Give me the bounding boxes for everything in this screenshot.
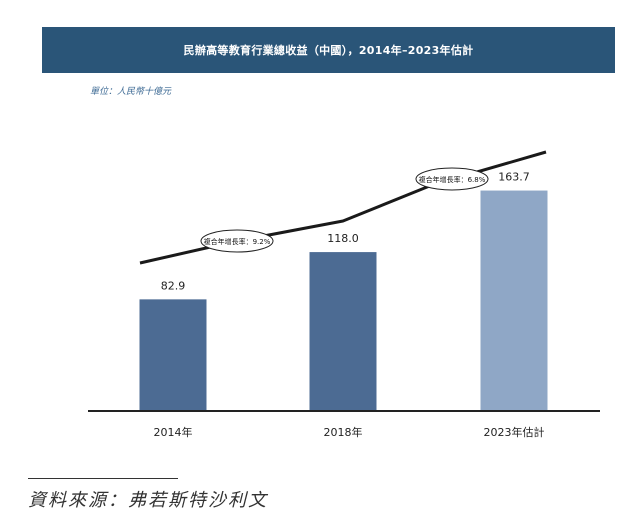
bar-value-label: 163.7: [498, 171, 530, 184]
cagr-annotation: 複合年增長率：9.2%: [200, 229, 274, 253]
bar-3: [480, 190, 548, 411]
cagr-annotation: 複合年增長率：6.8%: [415, 167, 489, 191]
source-divider: [28, 478, 178, 479]
source-note: 資料來源：弗若斯特沙利文: [28, 490, 268, 511]
chart-title: 民辦高等教育行業總收益（中國），2014年–2023年估計: [42, 27, 615, 73]
x-tick-label: 2018年: [324, 425, 363, 439]
unit-label: 單位：人民幣十億元: [90, 87, 172, 97]
cagr-bubble: [200, 229, 274, 253]
bar-2: [309, 252, 377, 411]
cagr-bubble: [415, 167, 489, 191]
cagr-label: 複合年增長率：9.2%: [204, 237, 271, 246]
bar-value-label: 82.9: [161, 279, 186, 292]
bar-value-label: 118.0: [327, 232, 359, 245]
bar-1: [139, 299, 207, 411]
cagr-label: 複合年增長率：6.8%: [419, 175, 486, 184]
x-tick-label: 2023年估計: [484, 425, 545, 439]
x-tick-label: 2014年: [154, 425, 193, 439]
